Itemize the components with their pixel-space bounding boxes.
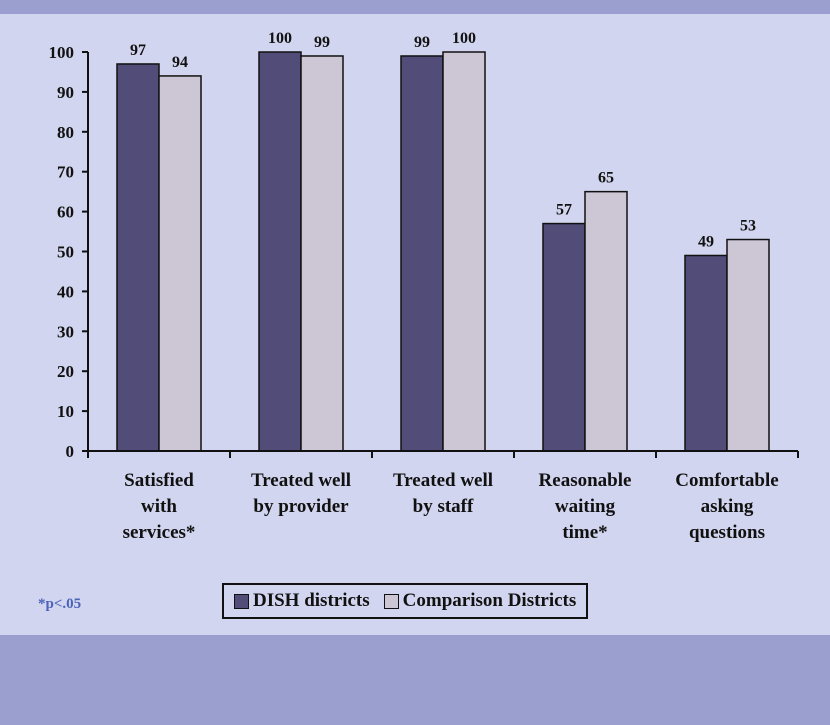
bar-dish-4 bbox=[684, 254, 728, 452]
legend-swatch-comparison bbox=[383, 593, 399, 609]
y-tick-label: 80 bbox=[57, 123, 74, 142]
bar-comparison-1 bbox=[300, 55, 344, 452]
category-label-3-line-0: Reasonable bbox=[539, 470, 632, 491]
y-tick-label: 10 bbox=[57, 402, 74, 421]
legend: DISH districts Comparison Districts bbox=[222, 583, 589, 619]
bar-comparison-2 bbox=[442, 51, 486, 452]
category-label-0-line-2: services* bbox=[123, 522, 196, 543]
y-tick-label: 40 bbox=[57, 282, 74, 301]
y-tick-label: 50 bbox=[57, 243, 74, 262]
category-label-4-line-2: questions bbox=[689, 522, 765, 543]
data-label-comparison-3: 65 bbox=[598, 170, 614, 187]
data-label-dish-1: 100 bbox=[268, 30, 292, 47]
data-label-dish-4: 49 bbox=[698, 233, 714, 250]
bar-comparison-4 bbox=[726, 238, 770, 452]
bar-dish-1 bbox=[258, 51, 302, 452]
category-label-1-line-1: by provider bbox=[253, 496, 349, 517]
bar-comparison-0 bbox=[158, 75, 202, 452]
data-labels: 97 94 100 99 99 100 57 65 49 53 bbox=[130, 30, 756, 250]
y-tick-label: 20 bbox=[57, 362, 74, 381]
legend-label-comparison: Comparison Districts bbox=[402, 590, 577, 611]
data-label-dish-0: 97 bbox=[130, 42, 146, 59]
legend-item-comparison: Comparison Districts bbox=[383, 590, 577, 612]
bar-dish-3 bbox=[542, 222, 586, 452]
bar-dish-2 bbox=[400, 55, 444, 452]
footnote: *p<.05 bbox=[38, 596, 82, 612]
data-label-comparison-2: 100 bbox=[452, 30, 476, 47]
y-tick-label: 60 bbox=[57, 203, 74, 222]
category-label-0-line-1: with bbox=[141, 496, 177, 517]
y-tick-label: 70 bbox=[57, 163, 74, 182]
data-label-comparison-1: 99 bbox=[314, 34, 330, 51]
legend-label-dish: DISH districts bbox=[253, 590, 370, 611]
x-axis: Satisfied with services* Treated well by pro… bbox=[87, 450, 799, 543]
category-label-1-line-0: Treated well bbox=[251, 470, 351, 491]
y-axis: 0 10 20 30 40 50 60 70 80 90 100 bbox=[49, 43, 89, 461]
bottom-band bbox=[0, 635, 830, 725]
data-label-comparison-0: 94 bbox=[172, 54, 188, 71]
bars bbox=[116, 51, 770, 452]
category-label-2-line-0: Treated well bbox=[393, 470, 493, 491]
data-label-dish-2: 99 bbox=[414, 34, 430, 51]
bar-comparison-3 bbox=[584, 190, 628, 452]
category-label-0-line-0: Satisfied bbox=[124, 470, 194, 491]
y-tick-label: 90 bbox=[57, 83, 74, 102]
category-label-4-line-0: Comfortable bbox=[675, 470, 778, 491]
legend-item-dish: DISH districts bbox=[234, 590, 370, 612]
category-label-3-line-1: waiting bbox=[555, 496, 616, 517]
category-label-2-line-1: by staff bbox=[413, 496, 474, 517]
category-label-4-line-1: asking bbox=[701, 496, 754, 517]
data-label-comparison-4: 53 bbox=[740, 218, 756, 235]
y-tick-label: 100 bbox=[49, 43, 75, 62]
y-tick-label: 30 bbox=[57, 322, 74, 341]
bar-dish-0 bbox=[116, 63, 160, 452]
data-label-dish-3: 57 bbox=[556, 202, 572, 219]
legend-swatch-dish bbox=[234, 593, 249, 609]
category-label-3-line-2: time* bbox=[562, 522, 607, 543]
y-tick-label: 0 bbox=[66, 442, 75, 461]
top-band bbox=[0, 0, 830, 14]
